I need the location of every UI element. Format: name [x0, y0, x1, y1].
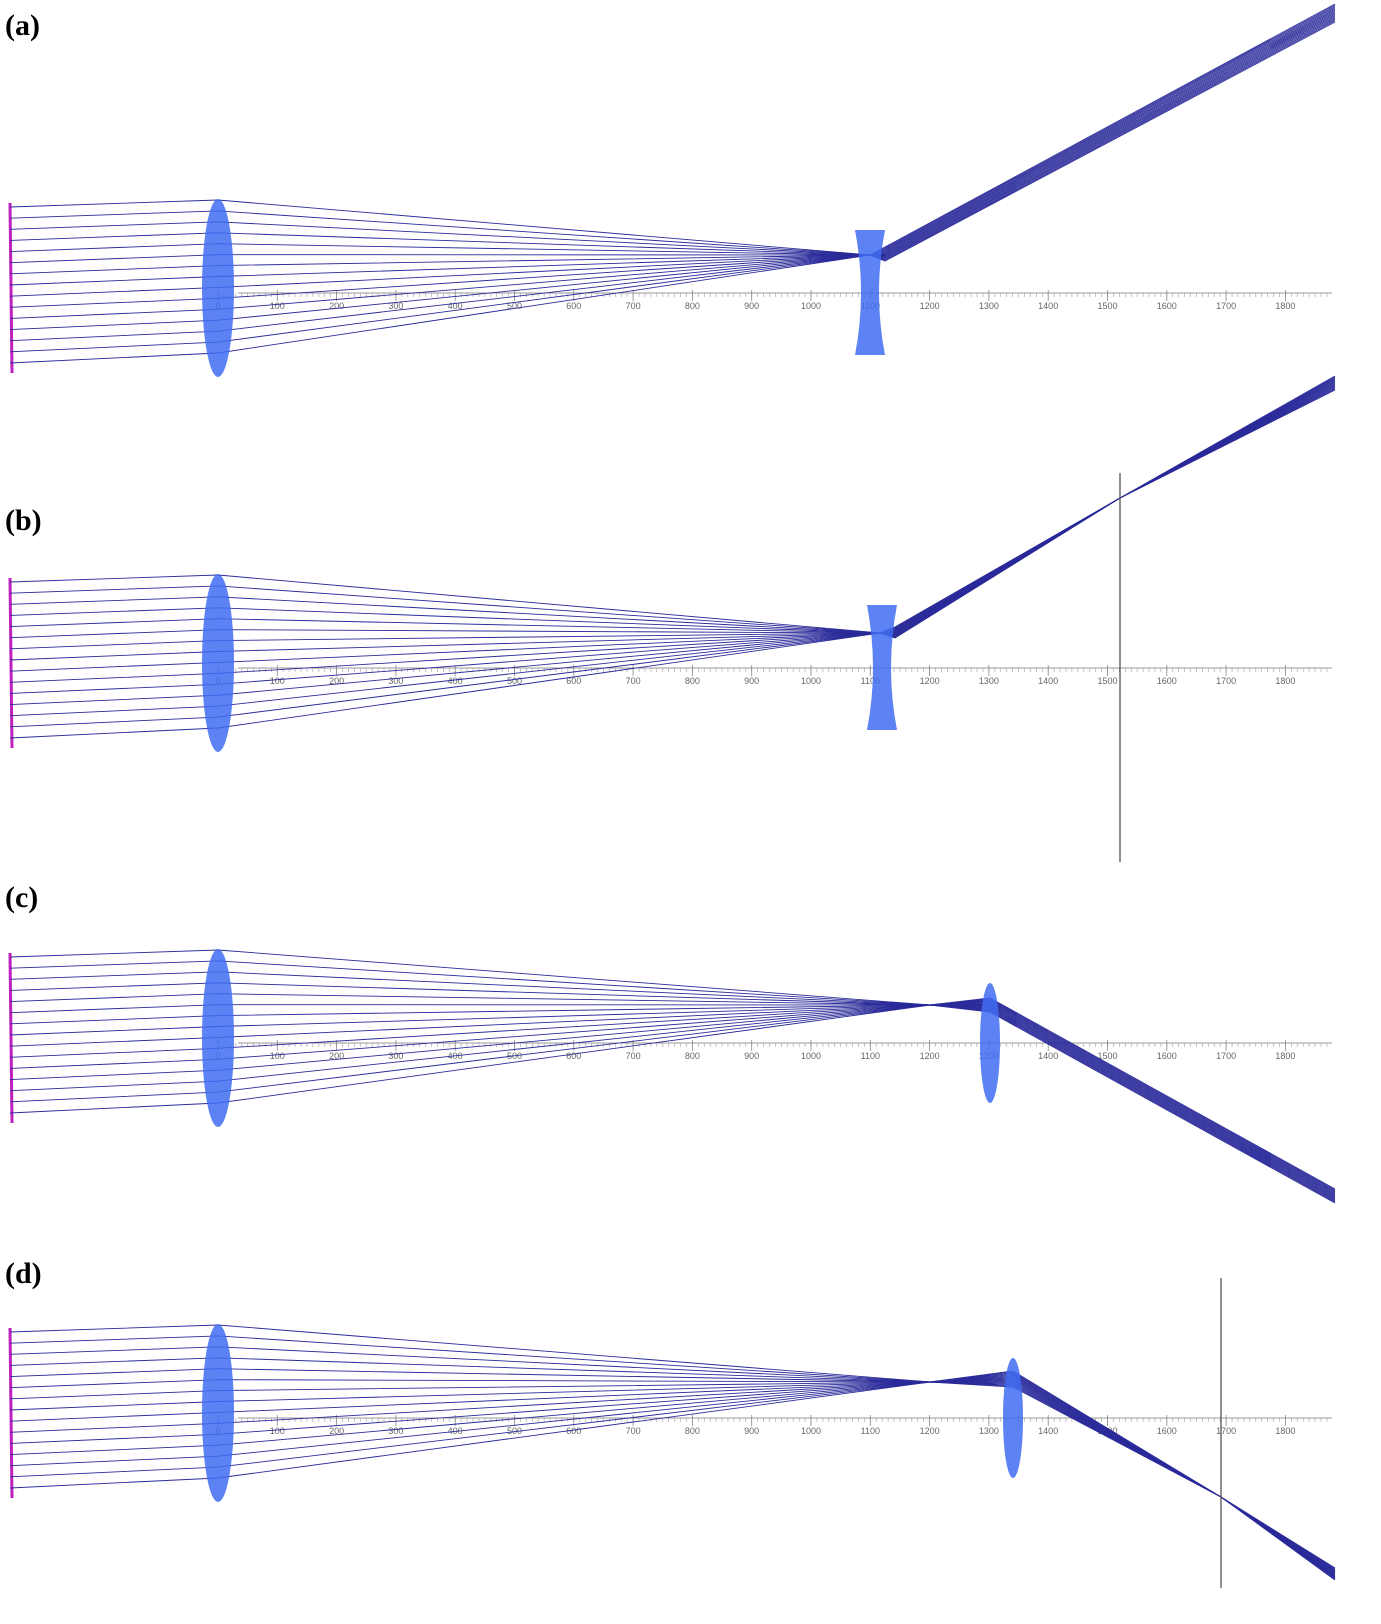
ruler-label: 400 [448, 676, 463, 686]
ruler-label: 800 [685, 1426, 700, 1436]
ruler-label: 1400 [1038, 1426, 1058, 1436]
ruler-label: 900 [744, 676, 759, 686]
ruler-label: 1800 [1275, 301, 1295, 311]
ruler-label: 800 [685, 301, 700, 311]
ruler-label: 1000 [801, 676, 821, 686]
ruler-label: 1600 [1157, 1051, 1177, 1061]
ruler-label: 600 [566, 301, 581, 311]
panel-label: (d) [5, 1257, 42, 1290]
ruler-label: 1700 [1216, 1051, 1236, 1061]
concave-lens [855, 230, 885, 355]
ray [9, 1381, 1336, 1569]
ruler-label: 1600 [1157, 301, 1177, 311]
ruler-label: 200 [329, 676, 344, 686]
ruler-label: 1500 [1097, 301, 1117, 311]
ruler-label: 900 [744, 1426, 759, 1436]
ruler-label: 1300 [979, 301, 999, 311]
ruler-label: 600 [566, 1051, 581, 1061]
ruler-label: 400 [448, 301, 463, 311]
ruler-label: 1700 [1216, 1426, 1236, 1436]
ruler-label: 1800 [1275, 1426, 1295, 1436]
ruler-label: 1200 [920, 1051, 940, 1061]
ruler-label: 100 [270, 301, 285, 311]
ruler-label: 1800 [1275, 676, 1295, 686]
convex-lens [980, 983, 1000, 1103]
ruler-label: 500 [507, 1426, 522, 1436]
panel-label: (b) [5, 504, 42, 537]
ruler-label: 1100 [861, 1051, 880, 1061]
light-source [8, 952, 14, 1124]
convex-lens [202, 949, 234, 1127]
panel-label: (c) [5, 881, 38, 914]
ruler-label: 1200 [920, 676, 940, 686]
ruler-label: 200 [329, 301, 344, 311]
ruler-label: 300 [388, 301, 403, 311]
ruler-label: 1600 [1157, 676, 1177, 686]
ruler-label: 1100 [861, 676, 880, 686]
ruler-label: 1200 [920, 1426, 940, 1436]
ruler-label: 900 [744, 1051, 759, 1061]
ruler-label: 1400 [1038, 676, 1058, 686]
ruler-label: 500 [507, 301, 522, 311]
ruler-label: 100 [270, 676, 285, 686]
light-source [8, 1327, 14, 1499]
ruler-label: 1700 [1216, 676, 1236, 686]
ruler-label: 700 [626, 301, 641, 311]
ruler-label: 1800 [1275, 1051, 1295, 1061]
ruler-label: 200 [329, 1426, 344, 1436]
ruler-label: 1700 [1216, 301, 1236, 311]
ruler-label: 600 [566, 1426, 581, 1436]
ruler-label: 1400 [1038, 1051, 1058, 1061]
ruler-label: 800 [685, 676, 700, 686]
concave-lens [867, 605, 897, 730]
ruler-label: 700 [626, 676, 641, 686]
ruler-label: 1200 [920, 301, 940, 311]
ruler-label: 1000 [801, 301, 821, 311]
ruler-label: 1400 [1038, 301, 1058, 311]
ruler-label: 1000 [801, 1051, 821, 1061]
panel-label: (a) [5, 9, 40, 42]
convex-lens [202, 199, 234, 377]
ruler-label: 300 [388, 1051, 403, 1061]
light-source [8, 577, 14, 749]
ruler-label: 1300 [979, 676, 999, 686]
convex-lens [202, 1324, 234, 1502]
ruler-label: 500 [507, 676, 522, 686]
ruler-label: 900 [744, 301, 759, 311]
ruler-label: 800 [685, 1051, 700, 1061]
ruler-label: 100 [270, 1426, 285, 1436]
ruler-label: 1500 [1097, 676, 1117, 686]
ruler-label: 700 [626, 1426, 641, 1436]
ruler-label: 1600 [1157, 1426, 1177, 1436]
ruler-label: 200 [329, 1051, 344, 1061]
ruler-label: 300 [388, 1426, 403, 1436]
light-source [8, 202, 14, 374]
ray [9, 1004, 1336, 1204]
ruler-label: 700 [626, 1051, 641, 1061]
convex-lens [1003, 1358, 1023, 1478]
ruler-label: 1000 [801, 1426, 821, 1436]
ruler-label: 100 [270, 1051, 285, 1061]
ruler-label: 1300 [979, 1426, 999, 1436]
ruler-label: 1100 [861, 1426, 880, 1436]
convex-lens [202, 574, 234, 752]
ruler-label: 600 [566, 676, 581, 686]
ruler-label: 1500 [1097, 1051, 1117, 1061]
ruler-label: 300 [388, 676, 403, 686]
